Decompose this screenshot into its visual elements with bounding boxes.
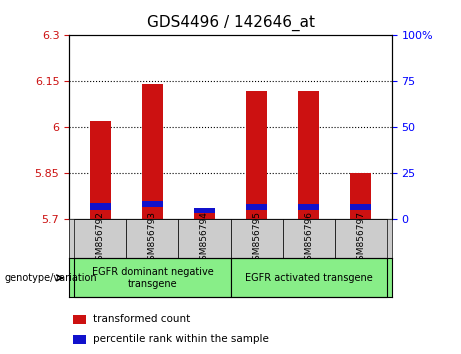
Text: EGFR activated transgene: EGFR activated transgene [245,273,372,283]
Bar [246,91,267,219]
Text: transformed count: transformed count [93,314,190,325]
Bar [350,173,371,219]
Text: GSM856795: GSM856795 [252,211,261,267]
Bar [126,219,178,258]
Bar [298,91,319,219]
Bar [230,258,387,297]
Bar [246,204,267,210]
Bar [90,202,111,210]
Text: genotype/variation: genotype/variation [5,273,97,283]
Text: GSM856792: GSM856792 [96,211,105,267]
Title: GDS4496 / 142646_at: GDS4496 / 142646_at [147,15,314,31]
Bar [72,315,86,324]
Text: GSM856796: GSM856796 [304,211,313,267]
Text: EGFR dominant negative
transgene: EGFR dominant negative transgene [92,267,213,289]
Bar [350,204,371,210]
Bar [90,121,111,219]
Text: GSM856793: GSM856793 [148,211,157,267]
Bar [72,335,86,344]
Bar [74,258,230,297]
Bar [298,204,319,210]
Text: percentile rank within the sample: percentile rank within the sample [93,335,269,344]
Text: GSM856797: GSM856797 [356,211,365,267]
Bar [194,213,215,219]
Bar [178,219,230,258]
Bar [74,219,126,258]
Bar [283,219,335,258]
Bar [142,85,163,219]
Bar [194,208,215,213]
Bar [230,219,283,258]
Bar [142,201,163,207]
Bar [335,219,387,258]
Text: GSM856794: GSM856794 [200,211,209,267]
